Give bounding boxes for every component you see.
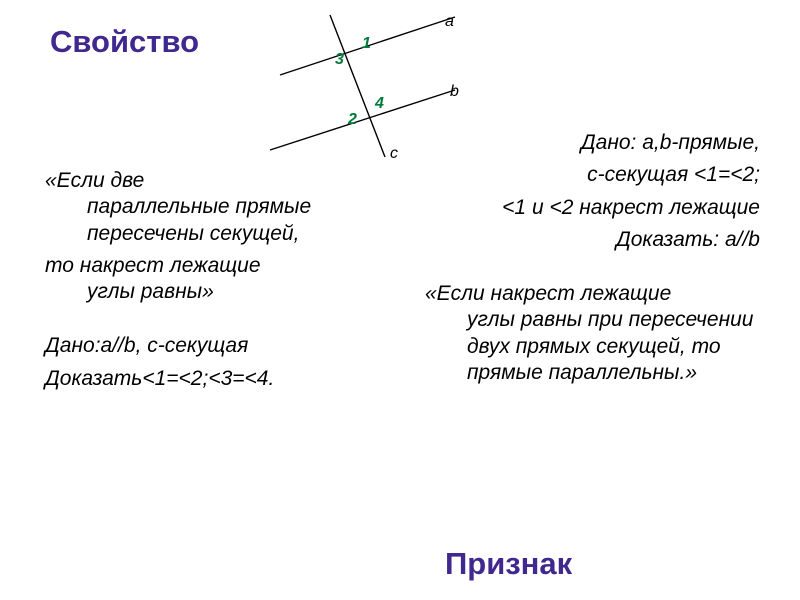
left-given: Дано:a//b, c-секущая [45,333,380,359]
right-given-2: c-секущая <1=<2; [425,162,760,188]
text: параллельные прямые пересечены секущей, [87,195,311,244]
angle-label-3: 3 [335,51,344,69]
text: «Если накрест лежащие [425,282,671,305]
angle-label-2: 2 [348,111,357,129]
text: то накрест лежащие [45,254,261,277]
left-prove: Доказать<1=<2;<3=<4. [45,366,380,392]
left-column: «Если две параллельные прямые пересечены… [45,168,380,398]
text: углы равны» [87,280,214,303]
left-theorem-part1: «Если две параллельные прямые пересечены… [45,168,380,247]
spacer [425,259,760,281]
left-theorem-part2: то накрест лежащие углы равны» [45,253,380,306]
priznak-label: Признак [445,546,572,582]
right-given-3: <1 и <2 накрест лежащие [425,195,760,221]
right-given-1: Дано: a,b-прямые, [425,130,760,156]
text: углы равны при пересечении двух прямых с… [467,308,753,384]
angle-label-4: 4 [375,95,384,113]
spacer [45,311,380,333]
right-prove: Доказать: a//b [425,227,760,253]
line-label-b: b [450,83,459,101]
right-theorem: «Если накрест лежащие углы равны при пер… [425,281,760,386]
angle-label-1: 1 [362,35,371,53]
right-column: Дано: a,b-прямые, c-секущая <1=<2; <1 и … [425,130,760,392]
text: «Если две [45,169,144,192]
line-label-c: c [390,145,398,163]
line-label-a: a [445,13,454,31]
slide-title: Свойство [50,24,199,60]
